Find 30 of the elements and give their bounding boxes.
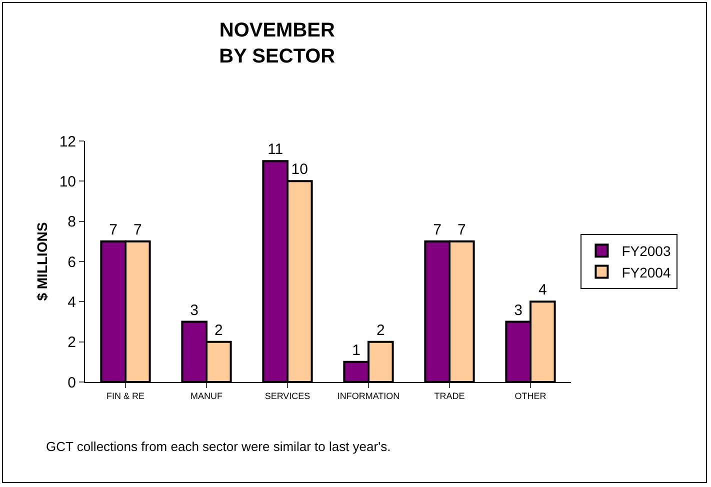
chart-title: NOVEMBER BY SECTOR [219, 20, 336, 68]
y-tick-label: 4 [68, 294, 76, 311]
x-tick-label: FIN & RE [106, 390, 145, 401]
data-label: 4 [538, 282, 547, 299]
x-tick-label: SERVICES [264, 390, 310, 401]
x-tick-label: INFORMATION [337, 390, 400, 401]
y-tick-label: 6 [68, 254, 76, 271]
legend-label: FY2003 [622, 243, 671, 260]
data-label: 3 [514, 302, 523, 319]
x-tick-label: TRADE [434, 390, 465, 401]
data-label: 3 [190, 302, 199, 319]
y-tick-label: 2 [68, 334, 76, 352]
data-label: 7 [457, 221, 466, 238]
data-label: 1 [352, 342, 361, 359]
text: GCT collections from each sector were similar to last year's. [46, 439, 391, 454]
y-tick-label: 10 [59, 173, 76, 190]
x-tick-label: OTHER [514, 390, 547, 401]
data-label: 11 [268, 141, 284, 158]
data-label: 2 [214, 322, 223, 339]
data-label: 7 [133, 221, 142, 238]
y-tick-label: 0 [68, 374, 76, 392]
legend-label: FY2004 [622, 264, 671, 280]
data-label: 10 [291, 161, 308, 178]
data-label: 7 [433, 221, 442, 238]
data-label: 2 [376, 322, 385, 339]
y-axis-title: $ MILLIONS [34, 222, 50, 301]
y-tick-label: 12 [59, 133, 76, 150]
x-tick-label: MANUF [190, 390, 223, 401]
data-label: 7 [109, 221, 118, 238]
y-tick-label: 8 [68, 214, 76, 231]
